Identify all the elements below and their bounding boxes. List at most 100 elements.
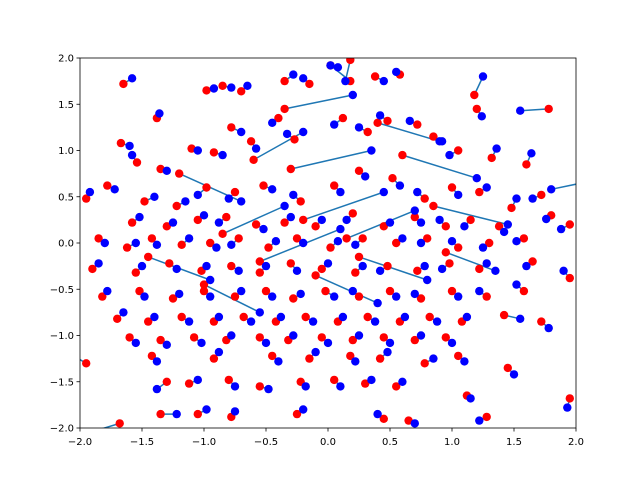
start-point — [475, 264, 484, 274]
link-line — [101, 422, 120, 428]
start-point — [227, 261, 236, 271]
start-point — [348, 335, 357, 345]
start-point — [346, 58, 355, 65]
start-point — [286, 259, 295, 268]
end-point — [338, 312, 348, 322]
link-line — [290, 149, 372, 170]
start-point — [264, 243, 273, 252]
start-point — [299, 215, 308, 225]
end-point — [336, 382, 345, 391]
end-point — [289, 331, 298, 340]
end-point — [214, 218, 224, 227]
end-point — [398, 377, 407, 386]
start-point — [330, 375, 339, 385]
link-line — [358, 256, 428, 281]
start-point — [280, 218, 289, 227]
end-point — [375, 266, 385, 275]
start-point — [156, 335, 165, 345]
start-point — [280, 104, 289, 114]
start-point — [292, 409, 302, 419]
end-point — [131, 338, 140, 348]
start-point — [383, 116, 392, 126]
end-point — [478, 72, 488, 81]
start-point — [392, 238, 401, 248]
end-point — [354, 123, 364, 132]
start-point — [103, 181, 112, 190]
link-line — [302, 191, 385, 221]
end-point — [462, 312, 472, 322]
start-point — [388, 174, 397, 183]
start-point — [429, 132, 438, 141]
end-point — [317, 215, 326, 225]
start-point — [189, 333, 199, 342]
start-point — [494, 222, 504, 231]
start-point — [420, 194, 429, 203]
link-line — [551, 183, 576, 191]
end-point — [206, 275, 215, 285]
start-point — [447, 286, 457, 296]
start-point — [261, 286, 271, 296]
end-point — [162, 166, 171, 175]
end-point — [326, 61, 335, 70]
start-point — [354, 292, 364, 301]
start-point — [209, 148, 219, 157]
start-point — [122, 243, 132, 252]
start-point — [326, 243, 335, 252]
end-point — [155, 109, 164, 118]
start-point — [420, 359, 429, 368]
start-point — [413, 266, 422, 275]
start-point — [370, 72, 380, 81]
end-point — [333, 63, 343, 72]
start-point — [140, 197, 149, 206]
start-point — [361, 379, 370, 388]
start-point — [519, 234, 529, 243]
start-point — [230, 187, 240, 197]
end-point — [559, 266, 568, 275]
end-point — [237, 197, 246, 206]
end-point — [367, 375, 376, 385]
end-point — [227, 83, 236, 92]
end-point — [522, 261, 531, 271]
end-point — [358, 261, 367, 271]
start-point — [222, 212, 231, 222]
end-point — [261, 261, 271, 271]
end-point — [227, 240, 236, 249]
x-tick-label: 0.5 — [382, 437, 398, 448]
end-point — [392, 67, 401, 77]
end-point — [416, 238, 426, 248]
end-point — [351, 240, 360, 249]
end-point — [152, 357, 162, 366]
start-point — [296, 197, 305, 206]
start-point — [503, 363, 512, 373]
end-point — [367, 146, 376, 155]
end-point — [432, 317, 442, 326]
end-point — [299, 127, 308, 137]
start-point — [202, 183, 211, 192]
start-point — [416, 294, 426, 303]
end-point — [454, 190, 463, 200]
end-point — [512, 280, 521, 289]
end-point — [460, 222, 469, 231]
end-point — [416, 218, 426, 227]
end-point — [243, 81, 252, 91]
x-tick-label: 1.5 — [506, 437, 522, 448]
end-point — [547, 185, 556, 194]
start-point — [199, 280, 209, 289]
end-point — [150, 312, 159, 322]
end-point — [398, 234, 407, 243]
end-point — [103, 286, 112, 296]
end-point — [175, 289, 184, 299]
start-point — [289, 294, 298, 303]
end-point — [193, 146, 202, 155]
start-point — [354, 252, 364, 262]
start-point — [292, 234, 302, 243]
start-point — [375, 354, 385, 363]
end-point — [311, 347, 320, 357]
start-point — [165, 259, 174, 268]
end-point — [209, 84, 219, 93]
link-line — [445, 251, 496, 272]
link-line — [377, 122, 440, 143]
y-tick-label: −1.5 — [50, 377, 74, 388]
start-point — [234, 234, 243, 243]
start-point — [311, 222, 320, 231]
